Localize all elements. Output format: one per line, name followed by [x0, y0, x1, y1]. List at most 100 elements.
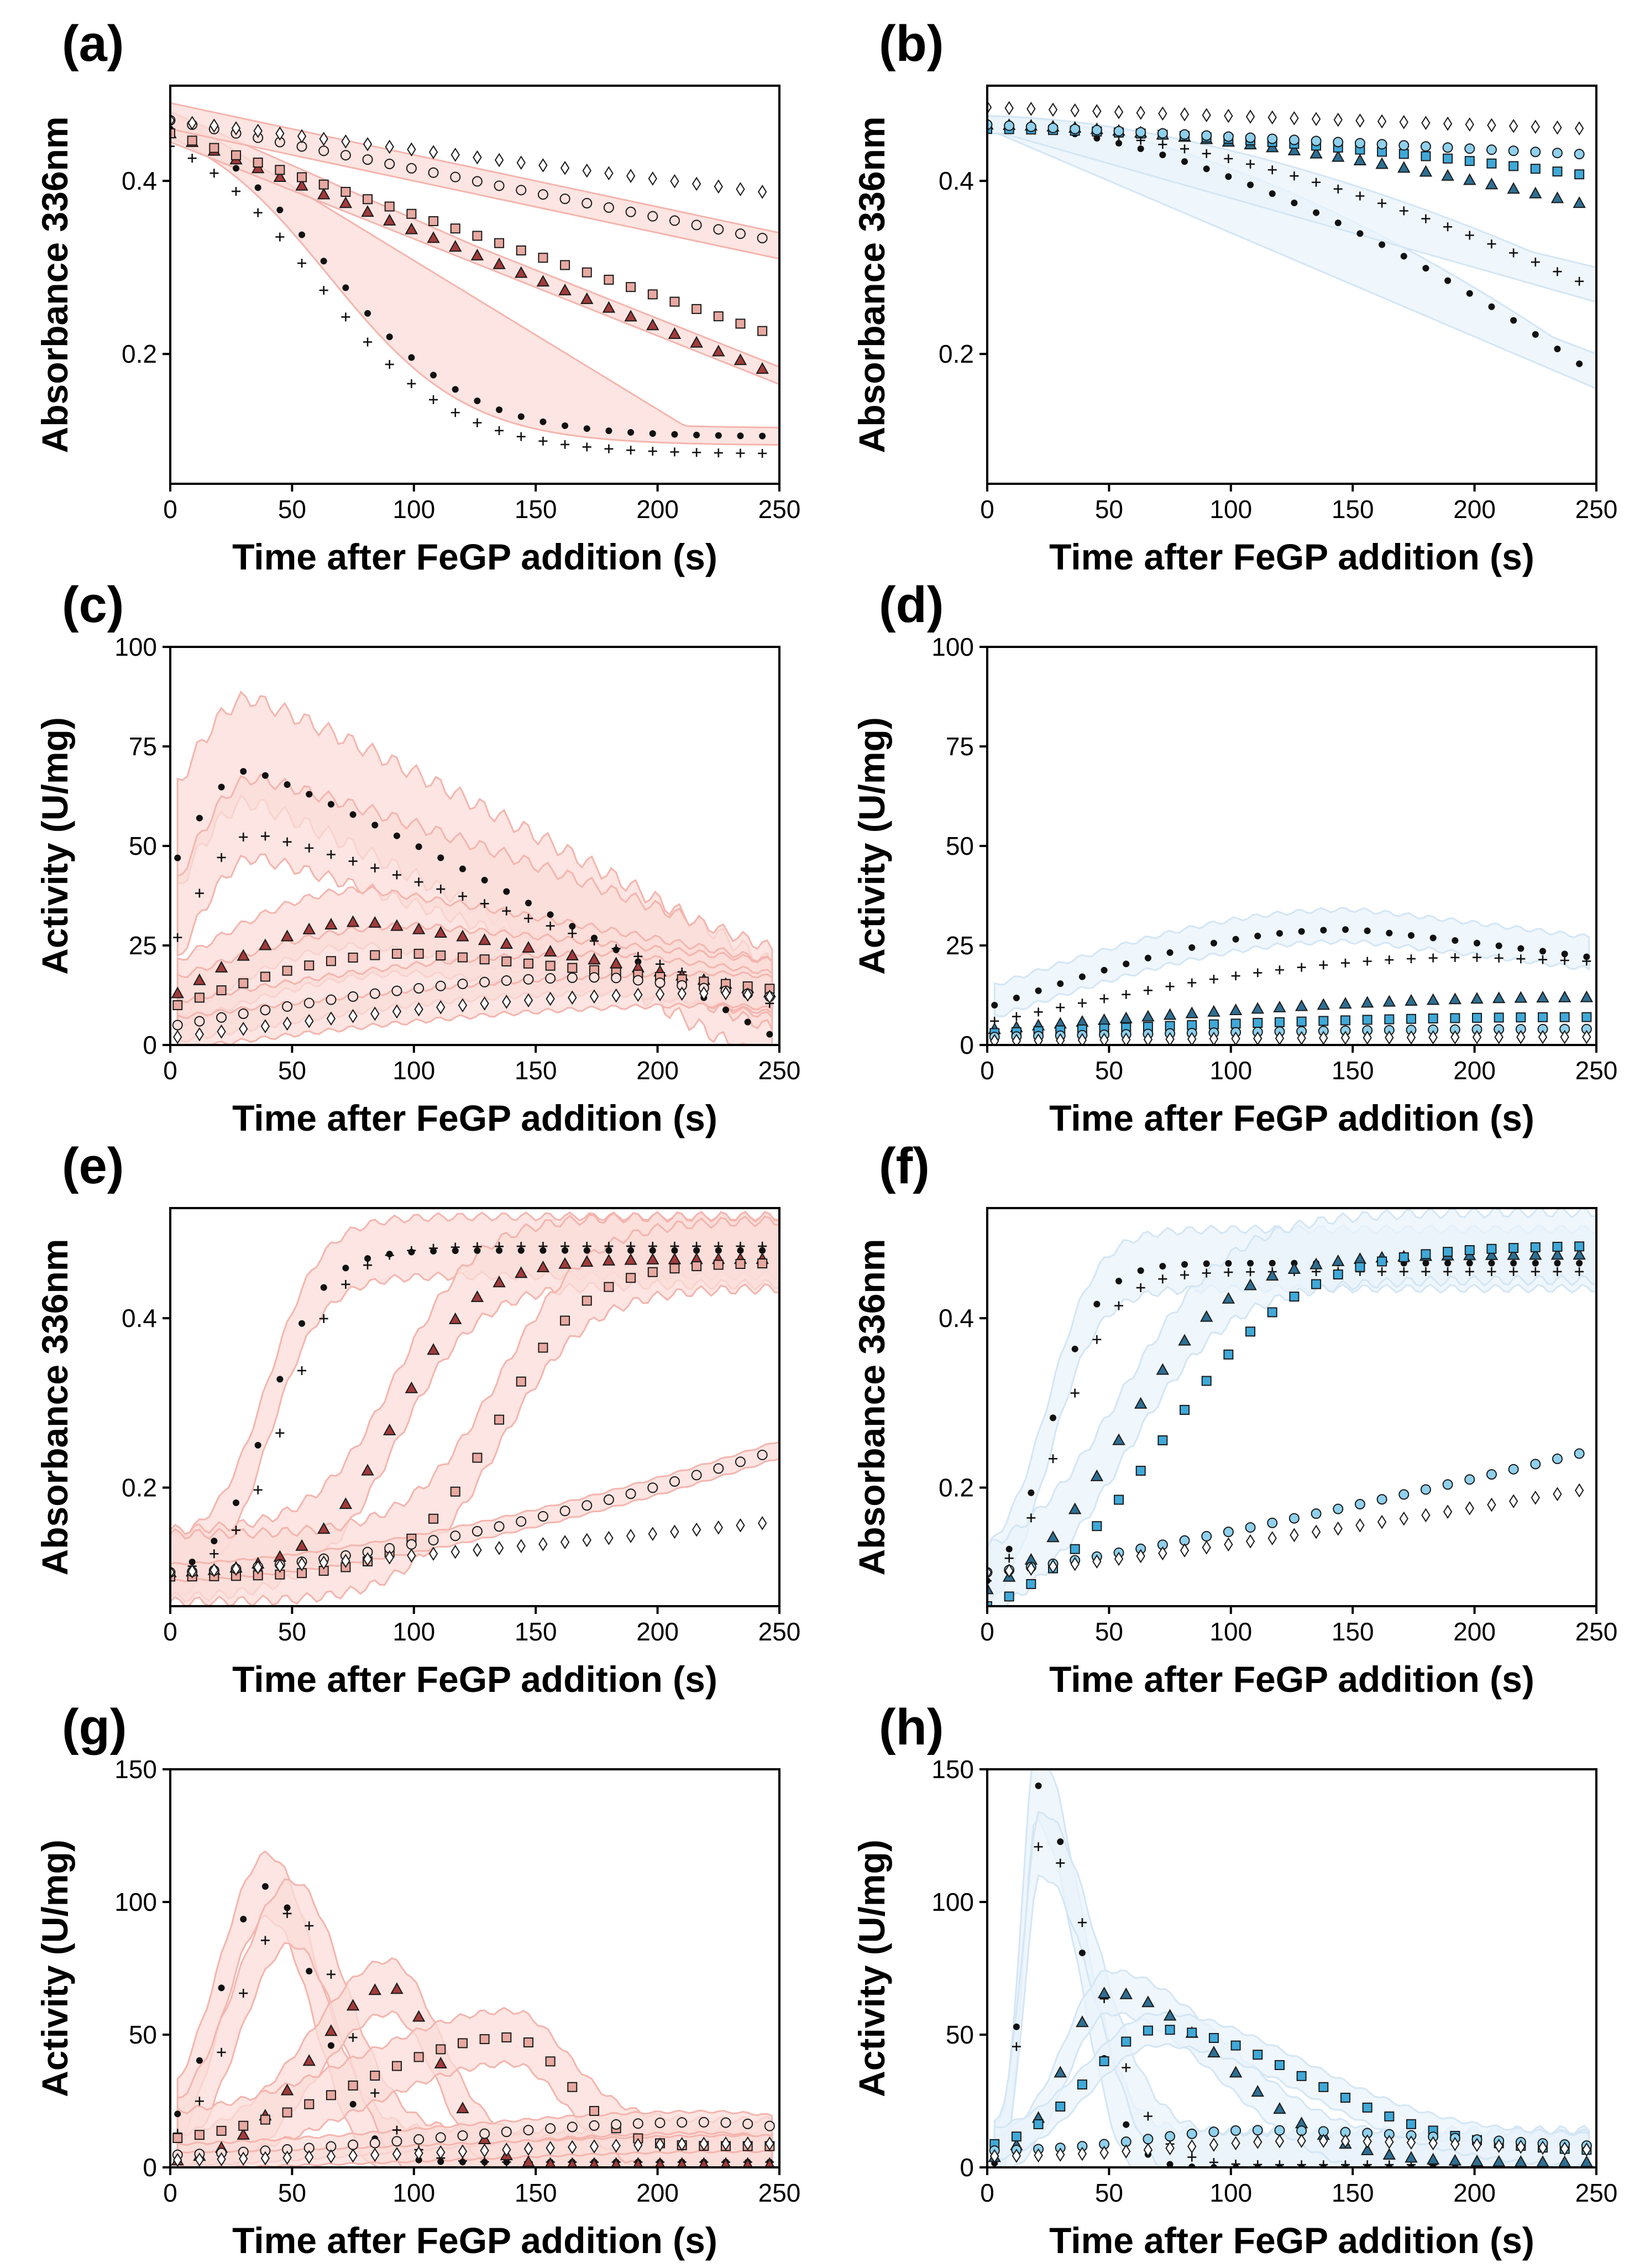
data-point [1004, 1591, 1014, 1602]
data-point [1005, 1545, 1013, 1553]
data-point [655, 2137, 665, 2152]
data-point [1399, 1511, 1408, 1526]
data-point [559, 194, 570, 205]
y-axis-label: Activity (U/mg) [34, 717, 75, 975]
data-point [480, 2143, 489, 2158]
y-tick-label: 25 [129, 931, 157, 960]
data-point [319, 1314, 328, 1323]
data-point [1115, 1277, 1123, 1284]
data-point [633, 987, 643, 1002]
data-point [348, 952, 358, 963]
data-point [647, 289, 658, 300]
data-point [1552, 1454, 1563, 1465]
data-point [1026, 102, 1036, 116]
data-point [1187, 1032, 1197, 1045]
data-point [457, 952, 468, 963]
data-point [348, 2033, 358, 2042]
data-point [1207, 1005, 1220, 1017]
data-point [1406, 2135, 1416, 2150]
data-point [458, 2144, 468, 2159]
data-point [435, 980, 446, 991]
data-point [320, 1284, 327, 1291]
data-point [581, 1295, 592, 1306]
data-point [1253, 968, 1262, 978]
data-point [589, 2139, 599, 2154]
data-point [624, 1253, 637, 1265]
data-point [413, 2134, 425, 2145]
data-point [495, 426, 504, 435]
data-point [408, 354, 415, 361]
data-point [1077, 1918, 1087, 1927]
data-point [1309, 1257, 1323, 1269]
data-point [195, 1027, 205, 1042]
data-point [589, 2105, 599, 2116]
y-tick-label: 0 [143, 1031, 157, 1059]
data-point [1355, 1262, 1365, 1272]
data-point [1275, 2160, 1284, 2167]
data-point [516, 155, 526, 170]
data-point [1333, 1269, 1343, 1280]
data-point [1421, 116, 1431, 130]
data-point [326, 1011, 336, 1026]
series-circle [987, 119, 1585, 160]
data-point [280, 929, 294, 942]
data-point [516, 1376, 526, 1387]
data-point [233, 1499, 240, 1506]
data-point [472, 231, 483, 241]
data-point [604, 274, 614, 285]
data-point [297, 259, 307, 268]
data-point [391, 2136, 402, 2147]
x-tick-label: 50 [1095, 2178, 1123, 2207]
data-point [1538, 1012, 1548, 1022]
x-tick-label: 0 [980, 2178, 994, 2207]
data-point [648, 1527, 657, 1541]
confidence-band [170, 1210, 779, 1603]
data-point [1362, 1015, 1372, 1025]
data-point [1399, 1267, 1408, 1276]
x-tick-label: 50 [1095, 1617, 1123, 1646]
x-tick-label: 250 [1575, 2178, 1618, 2207]
y-tick-label: 150 [931, 1755, 974, 1784]
data-point [481, 876, 488, 884]
data-point [1530, 164, 1541, 174]
data-point [567, 2121, 578, 2133]
data-point [1333, 1521, 1343, 1536]
data-point [1576, 360, 1583, 367]
data-point [626, 169, 636, 184]
data-point [1093, 135, 1101, 142]
data-point [1223, 1349, 1234, 1360]
data-point [1492, 2155, 1506, 2167]
data-point [436, 2044, 446, 2055]
x-tick-label: 0 [163, 2178, 177, 2207]
data-point [1202, 1540, 1211, 1555]
x-tick-label: 200 [1453, 2178, 1496, 2207]
data-point [611, 988, 621, 1003]
data-point [480, 899, 489, 908]
x-tick-label: 0 [163, 1617, 177, 1646]
data-point [1202, 1268, 1211, 1278]
data-point [1245, 109, 1255, 124]
data-point [567, 972, 578, 983]
data-point [742, 2118, 753, 2129]
data-point [744, 1018, 751, 1026]
data-point [1320, 927, 1327, 934]
series-plus [990, 953, 1591, 1026]
data-point [1230, 2125, 1241, 2136]
data-point [251, 161, 265, 174]
data-point [302, 922, 316, 934]
data-point [1508, 119, 1518, 133]
data-point [1287, 1262, 1301, 1274]
data-point [1443, 222, 1453, 232]
data-point [1004, 101, 1014, 116]
data-point [543, 944, 557, 957]
data-point [1210, 939, 1217, 947]
data-point [305, 2150, 314, 2165]
data-point [722, 1006, 730, 1013]
plot-area [987, 100, 1596, 390]
data-point [691, 1261, 702, 1272]
data-point [589, 972, 600, 983]
data-point [239, 1989, 248, 1998]
data-point [342, 284, 349, 291]
data-point [1464, 143, 1475, 154]
data-point [436, 2145, 446, 2160]
